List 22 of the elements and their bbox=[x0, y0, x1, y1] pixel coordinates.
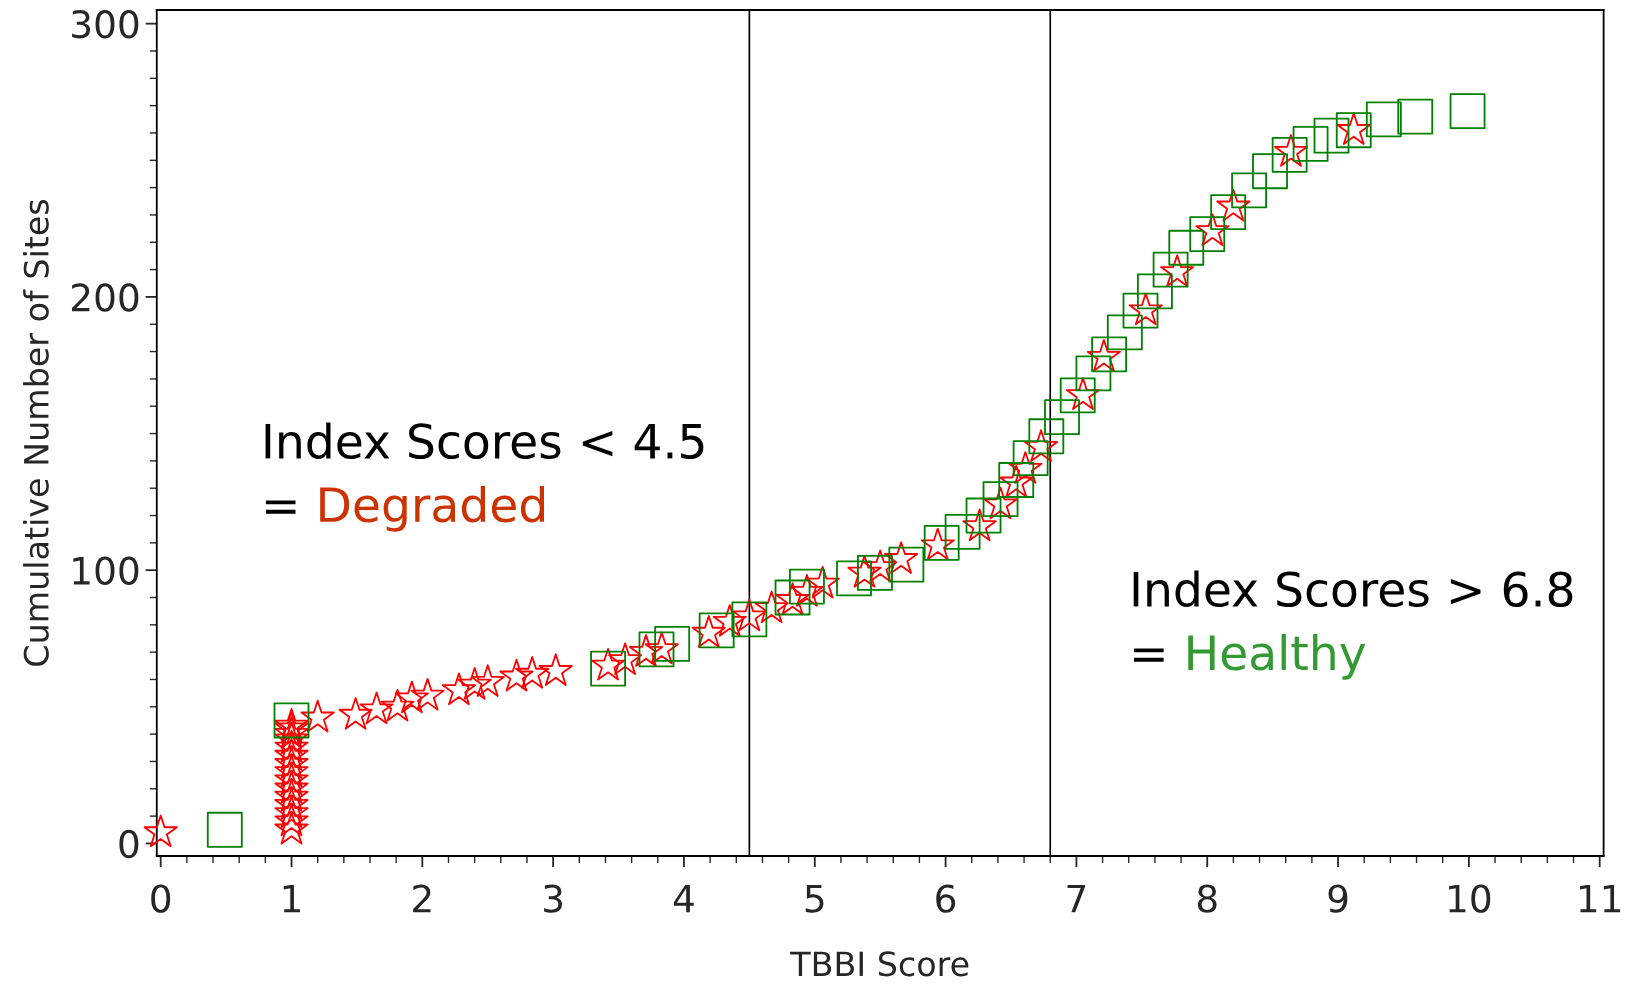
x-tick-label: 11 bbox=[1579, 884, 1621, 913]
y-tick-label: 0 bbox=[119, 829, 139, 859]
annotation: = Degraded bbox=[265, 485, 545, 532]
annotation: = Healthy bbox=[1134, 634, 1366, 680]
x-tick-label: 8 bbox=[1197, 884, 1217, 913]
x-tick-label: 4 bbox=[673, 884, 694, 913]
x-tick-label: 7 bbox=[1067, 884, 1086, 913]
x-tick-label: 5 bbox=[805, 884, 824, 913]
x-tick-label: 2 bbox=[413, 884, 431, 913]
y-axis-title: Cumulative Number of Sites bbox=[23, 199, 49, 666]
annotation: Index Scores > 6.8 bbox=[1133, 570, 1573, 608]
annotation: Index Scores < 4.5 bbox=[265, 422, 704, 460]
x-tick-label: 6 bbox=[936, 884, 956, 913]
x-tick-label: 1 bbox=[283, 884, 300, 913]
y-tick-label: 100 bbox=[73, 556, 139, 585]
x-axis-title: TBBI Score bbox=[790, 951, 969, 977]
x-tick-label: 3 bbox=[544, 884, 563, 913]
x-tick-label: 9 bbox=[1328, 884, 1348, 913]
x-tick-label: 10 bbox=[1449, 884, 1491, 913]
y-tick-label: 200 bbox=[71, 283, 139, 312]
y-tick-label: 300 bbox=[72, 10, 139, 39]
x-tick-label: 0 bbox=[151, 884, 171, 913]
